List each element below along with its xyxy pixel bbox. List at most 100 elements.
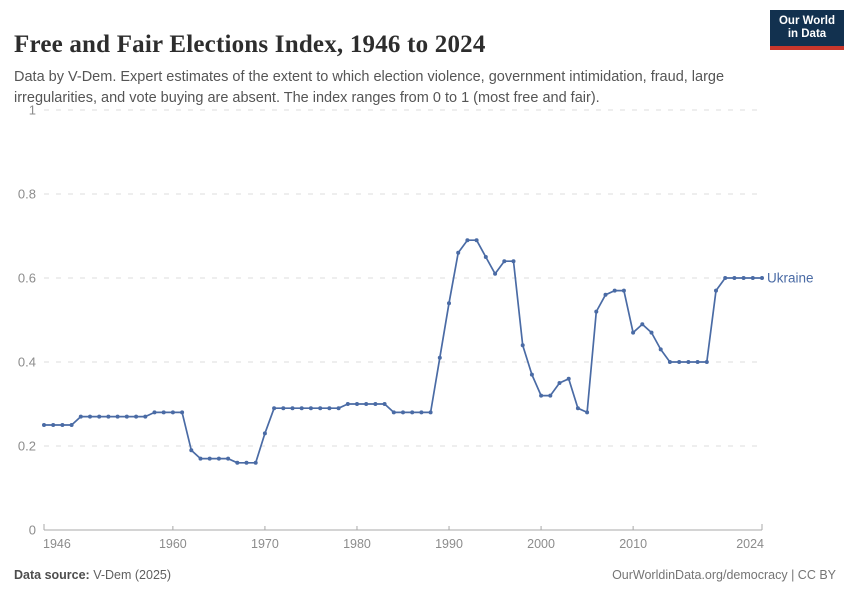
owid-logo-line2: in Data [787,28,827,40]
data-point [124,414,129,419]
data-point [493,271,498,276]
data-point [575,406,580,411]
y-axis-tick-label: 0 [29,523,36,538]
data-point [216,456,221,461]
data-point [447,301,451,306]
data-point [474,238,479,243]
data-point [465,238,470,243]
data-point [51,423,56,427]
data-point [355,402,359,406]
page-title: Free and Fair Elections Index, 1946 to 2… [14,30,486,58]
chart-subtitle: Data by V-Dem. Expert estimates of the e… [14,68,725,106]
y-axis-tick-label: 0.2 [18,439,36,454]
data-point [428,410,433,415]
data-point [115,414,120,419]
x-axis-tick-label: 1946 [43,537,71,551]
data-point [382,402,387,406]
data-point [345,402,350,406]
data-point [281,406,286,411]
data-point [456,250,461,255]
data-point [483,255,488,259]
x-axis-tick-label: 1980 [343,537,371,551]
data-point [594,309,599,314]
data-point [723,276,728,280]
data-point [364,402,369,406]
data-point [189,448,194,453]
data-point [631,330,636,335]
owid-url-license[interactable]: OurWorldinData.org/democracy | CC BY [612,568,836,582]
x-axis-tick-label: 1970 [251,537,279,551]
data-point [502,259,507,264]
data-point [640,322,645,327]
data-point [272,406,277,411]
data-point [760,276,764,280]
data-point [658,347,663,352]
data-point [134,414,139,419]
data-point [667,360,672,364]
data-point [401,410,405,415]
y-axis-tick-label: 0.4 [18,355,36,370]
data-point [152,410,157,415]
data-point [198,456,203,461]
data-point [539,393,544,398]
data-point [557,381,562,385]
data-point [170,410,175,415]
data-point [290,406,295,411]
data-point [704,360,709,364]
data-point [621,288,626,293]
data-point [603,292,608,297]
data-point [69,423,74,427]
data-point [207,456,212,461]
data-point [410,410,415,415]
data-point [308,406,313,411]
data-point [88,414,92,419]
data-point [106,414,111,419]
data-point [437,355,442,360]
data-point [143,414,148,419]
data-point [511,259,516,264]
data-point [327,406,332,411]
data-point [97,414,102,419]
data-point [262,431,267,436]
data-point [714,288,718,293]
data-point [180,410,185,415]
owid-logo[interactable]: Our World in Data [770,10,844,50]
data-point [60,423,65,427]
data-point [78,414,83,419]
data-point [695,360,700,364]
data-point [585,410,590,415]
data-point [161,410,166,415]
data-point [373,402,378,406]
data-point [741,276,746,280]
data-point [235,460,240,465]
x-axis-tick-label: 1990 [435,537,463,551]
data-point [244,460,249,465]
data-source-label: Data source: [14,568,90,582]
data-point [391,410,396,415]
data-source-value: V-Dem (2025) [93,568,172,582]
x-axis-tick-label: 1960 [159,537,187,551]
data-point [419,410,424,415]
data-point [42,423,46,427]
data-point [299,406,304,411]
series-end-label[interactable]: Ukraine [767,271,814,286]
x-axis-tick-label: 2024 [736,537,764,551]
data-source: Data source: V-Dem (2025) [14,568,171,582]
data-point [612,288,617,293]
data-point [677,360,682,364]
data-point [226,456,231,461]
data-point [686,360,691,364]
data-point [318,406,323,411]
data-point [520,343,525,348]
x-axis-tick-label: 2010 [619,537,647,551]
y-axis-tick-label: 1 [29,103,36,118]
chart-footer: Data source: V-Dem (2025) OurWorldinData… [14,568,836,582]
data-point [732,276,737,280]
y-axis-tick-label: 0.8 [18,187,36,202]
data-point [750,276,755,280]
owid-logo-line1: Our World [778,15,835,27]
data-point [336,406,341,411]
x-axis-tick-label: 2000 [527,537,555,551]
series-line-ukraine[interactable] [44,239,762,464]
